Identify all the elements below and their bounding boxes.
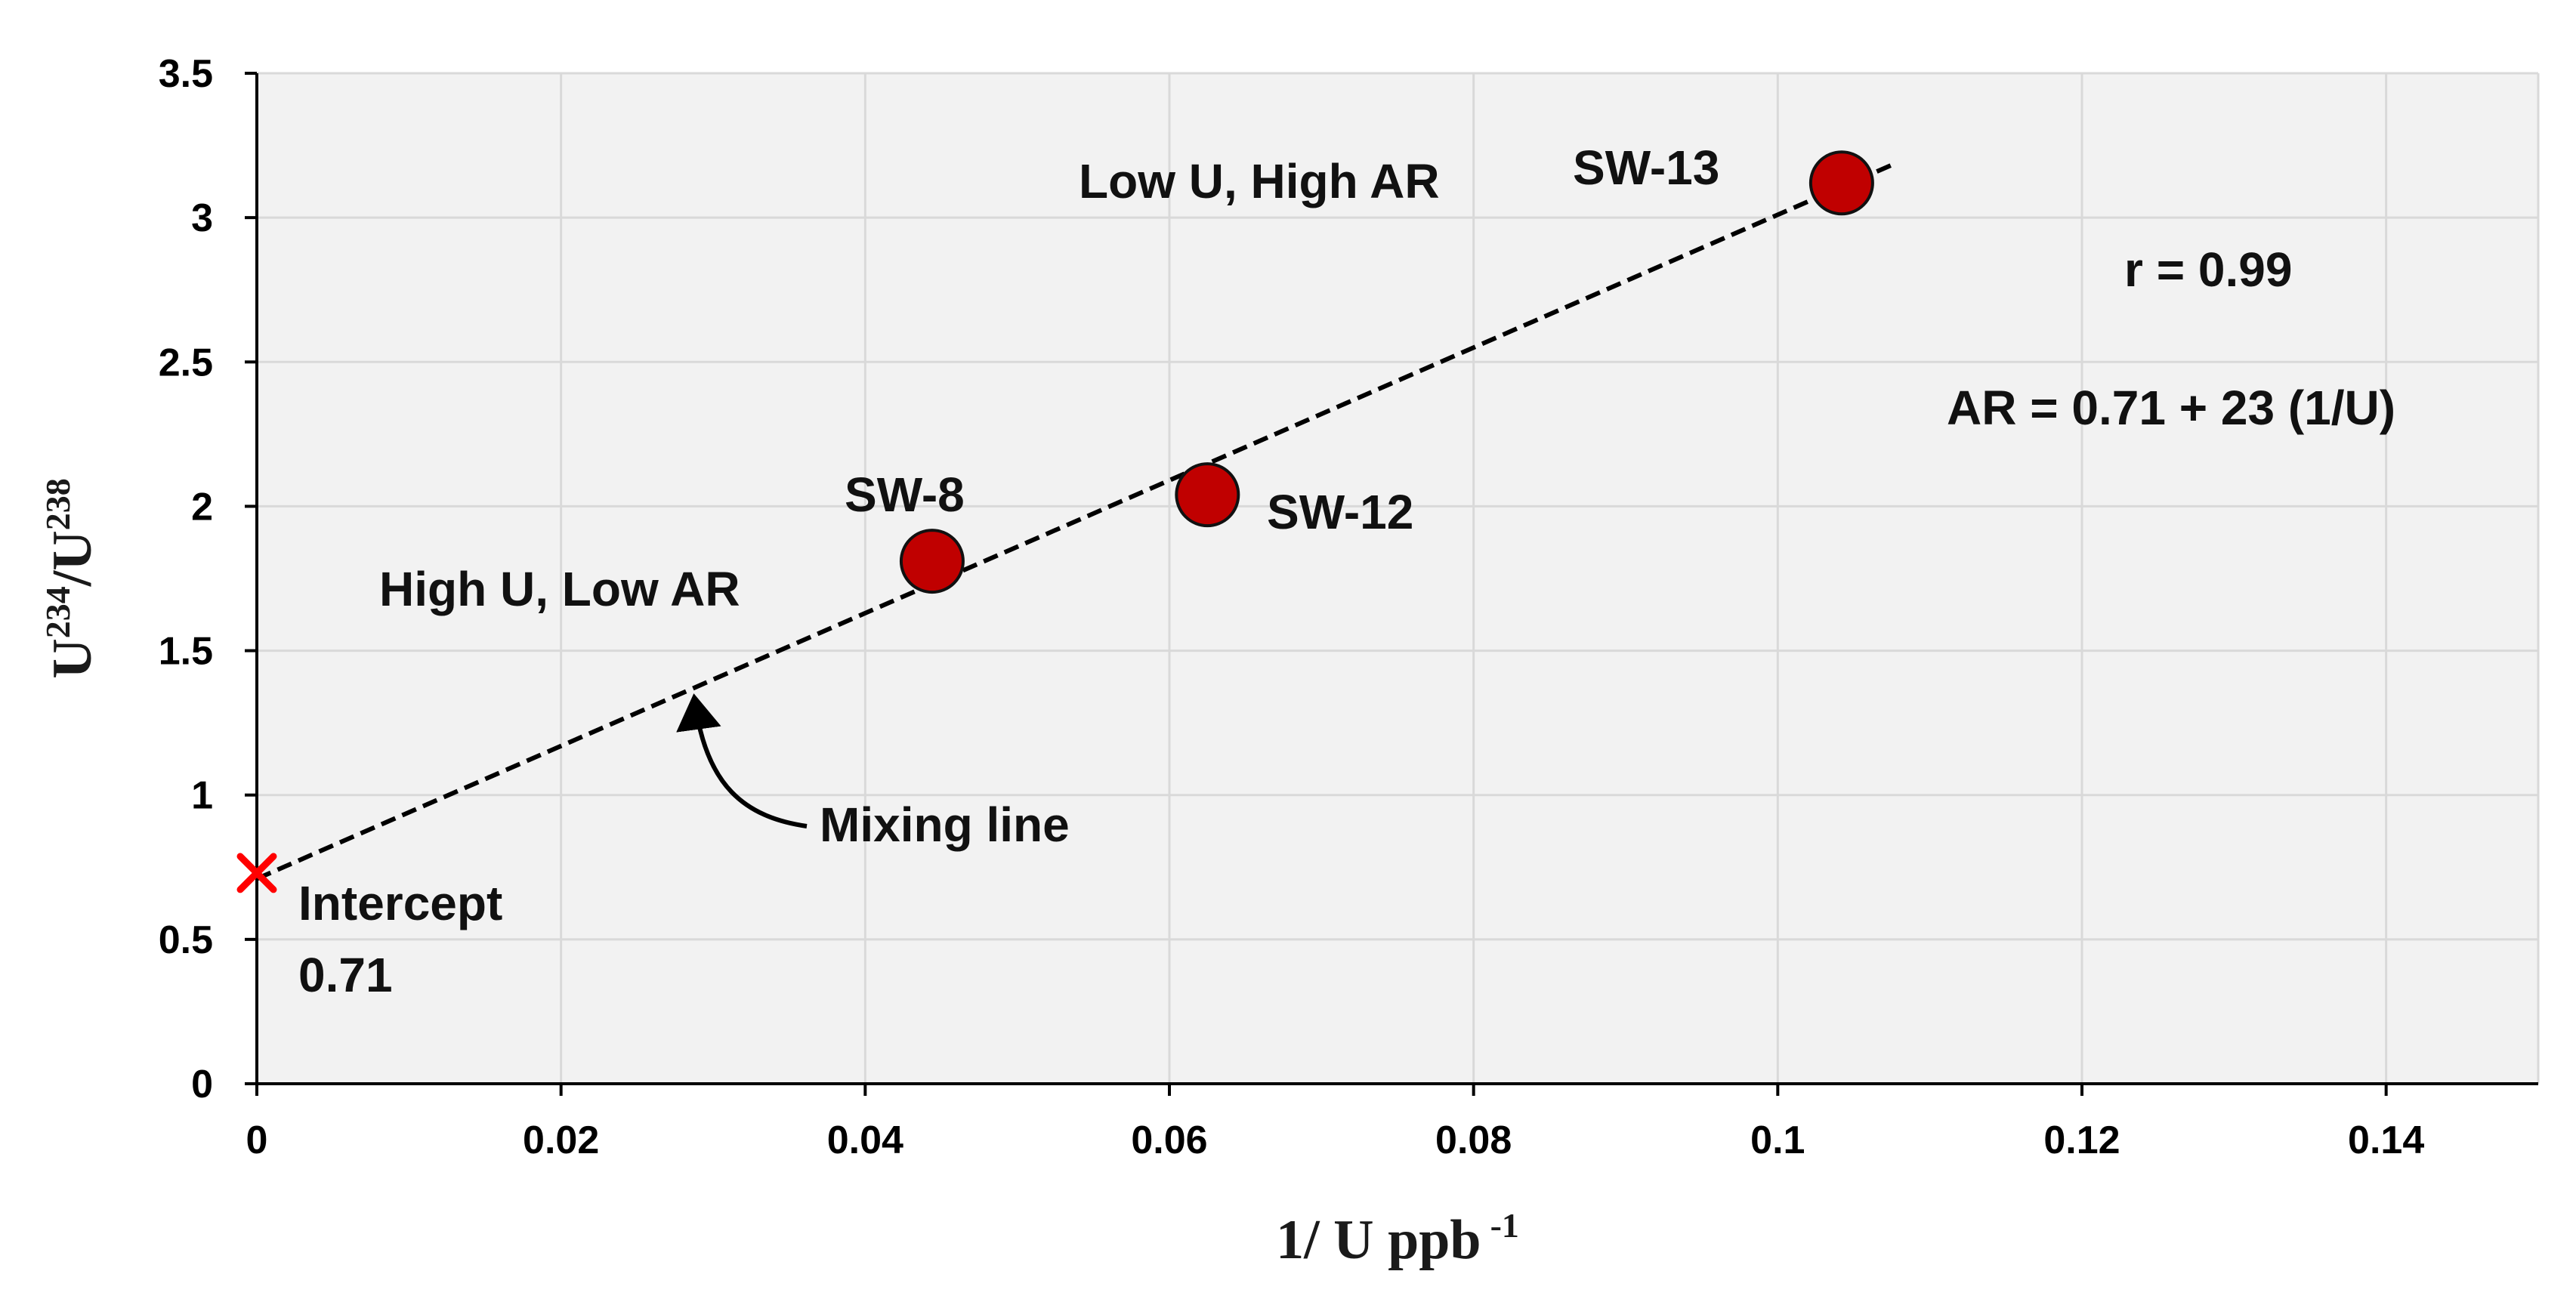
data-point-sw-12 xyxy=(1175,462,1240,528)
annotation-equation: AR = 0.71 + 23 (1/U) xyxy=(1947,381,2395,435)
x-tick-label: 0.04 xyxy=(827,1118,903,1162)
data-point-sw-13 xyxy=(1808,150,1874,216)
x-axis-ticks: 0 0.02 0.04 0.06 0.08 0.1 0.12 0.14 xyxy=(246,1084,2424,1162)
y-tick-label: 1.5 xyxy=(159,630,213,674)
intercept-x-stroke xyxy=(236,853,277,893)
y-tick-label: 0 xyxy=(191,1063,213,1106)
x-tick-label: 0.08 xyxy=(1435,1118,1512,1162)
annotation-low-u-high-ar: Low U, High AR xyxy=(1079,154,1440,208)
y-axis-title-sup1: 234 xyxy=(39,586,77,638)
axes xyxy=(255,73,2538,1085)
y-tick-label: 2.5 xyxy=(159,341,213,384)
x-tick-label: 0.1 xyxy=(1750,1118,1805,1162)
annotation-mixing-line: Mixing line xyxy=(820,798,1070,852)
y-tick-label: 1 xyxy=(191,774,213,818)
mixing-line-arrow xyxy=(676,693,808,828)
intercept-x-marker xyxy=(236,853,277,893)
annotation-r-value: r = 0.99 xyxy=(2124,242,2292,297)
x-tick-label: 0.14 xyxy=(2348,1118,2424,1162)
x-axis-title-sup: -1 xyxy=(1490,1206,1519,1245)
annotation-intercept-title: Intercept xyxy=(298,876,502,930)
mixing-line-trend xyxy=(255,162,1893,881)
plot-area xyxy=(257,73,2538,1084)
data-point-sw-8 xyxy=(899,529,965,594)
x-tick-label: 0 xyxy=(246,1118,268,1162)
x-axis-title: 1/ U ppb -1 xyxy=(1276,1206,1519,1271)
y-tick-label: 3.5 xyxy=(159,52,213,96)
y-axis-title-base1: U xyxy=(42,638,103,678)
y-tick-label: 2 xyxy=(191,485,213,529)
x-tick-label: 0.12 xyxy=(2043,1118,2120,1162)
x-tick-label: 0.06 xyxy=(1131,1118,1207,1162)
annotation-intercept-value: 0.71 xyxy=(298,948,393,1002)
point-label-sw12: SW-12 xyxy=(1267,485,1413,539)
y-axis-title: U234/U238 xyxy=(39,478,103,678)
y-axis-title-sup2: 238 xyxy=(39,478,77,530)
point-label-sw8: SW-8 xyxy=(845,467,965,522)
point-label-sw13: SW-13 xyxy=(1573,140,1719,195)
y-axis-ticks: 0 0.5 1 1.5 2 2.5 3 3.5 xyxy=(159,52,257,1106)
gridlines xyxy=(257,72,2540,1084)
y-tick-label: 0.5 xyxy=(159,918,213,962)
x-tick-label: 0.02 xyxy=(523,1118,599,1162)
x-axis-title-base: 1/ U ppb xyxy=(1276,1209,1481,1271)
data-points xyxy=(899,150,1874,594)
y-tick-label: 3 xyxy=(191,196,213,240)
annotation-high-u-low-ar: High U, Low AR xyxy=(379,562,740,616)
y-axis-title-sep: /U xyxy=(42,530,103,587)
